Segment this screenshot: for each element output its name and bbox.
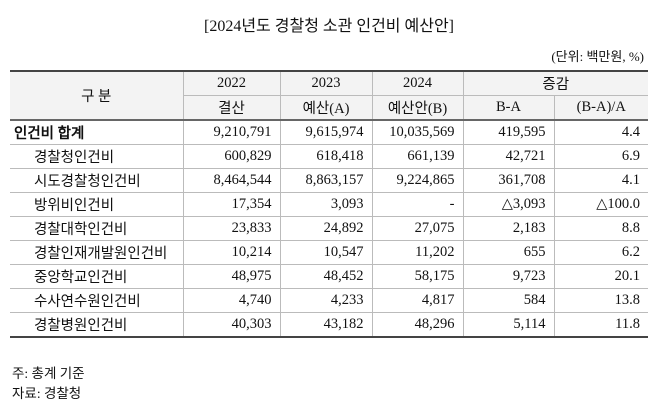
header-sub: 예산(A) bbox=[279, 95, 373, 121]
cell: 419,595 bbox=[462, 119, 555, 145]
table-row: 방위비인건비 17,354 3,093- △3,093 △100.0 bbox=[10, 192, 648, 217]
cell: △3,093 bbox=[462, 192, 555, 217]
row-label: 수사연수원인건비 bbox=[10, 288, 184, 313]
row-label: 방위비인건비 bbox=[10, 192, 184, 217]
header-label: 구 분 bbox=[10, 70, 184, 121]
cell: 27,075 bbox=[371, 216, 464, 241]
cell: 6.2 bbox=[553, 240, 648, 265]
cell: 4.4 bbox=[553, 119, 648, 145]
cell: 4,233 bbox=[279, 288, 373, 313]
cell: 23,833 bbox=[182, 216, 281, 241]
cell: 618,418 bbox=[279, 144, 373, 169]
note: 주: 총계 기준 bbox=[12, 366, 85, 381]
cell: 661,139 bbox=[371, 144, 464, 169]
cell: 9,723 bbox=[462, 264, 555, 289]
cell: △100.0 bbox=[553, 192, 648, 217]
cell: 42,721 bbox=[462, 144, 555, 169]
header-year: 2024 bbox=[371, 70, 464, 96]
table-row: 경찰대학인건비 23,833 24,892 27,075 2,183 8.8 bbox=[10, 216, 648, 241]
table-row: 경찰인재개발원인건비 10,214 10,547 11,202 655 6.2 bbox=[10, 240, 648, 265]
cell: 9,210,791 bbox=[182, 119, 281, 145]
table-row: 인건비 합계 9,210,791 9,615,974 10,035,569 419,59… bbox=[10, 119, 648, 145]
cell: 9,615,974 bbox=[279, 119, 373, 145]
cell: - bbox=[371, 192, 464, 217]
cell: 600,829 bbox=[182, 144, 281, 169]
row-label: 인건비 합계 bbox=[10, 119, 184, 145]
cell: 9,224,865 bbox=[371, 168, 464, 193]
cell: 8.8 bbox=[553, 216, 648, 241]
cell: 48,452 bbox=[279, 264, 373, 289]
cell: 17,354 bbox=[182, 192, 281, 217]
header-sub: B-A bbox=[462, 95, 555, 121]
cell: 24,892 bbox=[279, 216, 373, 241]
cell: 10,547 bbox=[279, 240, 373, 265]
header-change: 증감 bbox=[462, 70, 648, 96]
cell: 4,817 bbox=[371, 288, 464, 313]
table-row: 수사연수원인건비 4,740 4,233 4,817 584 13.8 bbox=[10, 288, 648, 313]
cell: 48,975 bbox=[182, 264, 281, 289]
row-label: 경찰인재개발원인건비 bbox=[10, 240, 184, 265]
table-row: 경찰청인건비 600,829 618,418 661,139 42,721 6.9 bbox=[10, 144, 648, 169]
cell: 43,182 bbox=[279, 312, 373, 338]
cell: 5,114 bbox=[462, 312, 555, 338]
row-label: 시도경찰청인건비 bbox=[10, 168, 184, 193]
header-sub: 결산 bbox=[183, 95, 281, 121]
cell: 6.9 bbox=[553, 144, 648, 169]
unit: (단위: 백만원, %) bbox=[551, 49, 644, 64]
row-label: 중앙학교인건비 bbox=[10, 264, 184, 289]
title: [2024년도 경찰청 소관 인건비 예산안] bbox=[203, 18, 455, 35]
cell: 13.8 bbox=[553, 288, 648, 313]
header-year: 2023 bbox=[279, 70, 373, 96]
cell: 11.8 bbox=[553, 312, 648, 338]
cell: 4,740 bbox=[182, 288, 281, 313]
row-label: 경찰청인건비 bbox=[10, 144, 184, 169]
cell: 361,708 bbox=[462, 168, 555, 193]
row-label: 경찰대학인건비 bbox=[10, 216, 184, 241]
cell: 40,303 bbox=[182, 312, 281, 338]
cell: 10,214 bbox=[182, 240, 281, 265]
cell: 4.1 bbox=[553, 168, 648, 193]
cell: 2,183 bbox=[462, 216, 555, 241]
row-label: 경찰병원인건비 bbox=[10, 312, 184, 338]
header-year: 2022 bbox=[182, 70, 281, 96]
note: 자료: 경찰청 bbox=[12, 386, 82, 401]
table-body: 인건비 합계 9,210,791 9,615,974 10,035,569 419,59… bbox=[10, 119, 648, 338]
cell: 58,175 bbox=[371, 264, 464, 289]
cell: 20.1 bbox=[553, 264, 648, 289]
header-sub: (B-A)/A bbox=[553, 95, 648, 121]
header-sub: 예산안(B) bbox=[371, 95, 464, 121]
cell: 584 bbox=[462, 288, 555, 313]
cell: 48,296 bbox=[371, 312, 464, 338]
cell: 8,464,544 bbox=[182, 168, 281, 193]
cell: 8,863,157 bbox=[279, 168, 373, 193]
cell: 10,035,569 bbox=[371, 119, 464, 145]
cell: 3,093 bbox=[279, 192, 373, 217]
cell: 655 bbox=[462, 240, 555, 265]
cell: 11,202 bbox=[371, 240, 464, 265]
table-header: 구 분 2022 2023 2024 증감 결산 예산(A) 예산안(B) B-… bbox=[10, 70, 648, 121]
budget-table: 구 분 2022 2023 2024 증감 결산 예산(A) 예산안(B) B-… bbox=[10, 70, 648, 338]
table-row: 중앙학교인건비 48,975 48,452 58,175 9,723 20.1 bbox=[10, 264, 648, 289]
table-row: 경찰병원인건비 40,303 43,182 48,296 5,114 11.8 bbox=[10, 312, 648, 338]
table-row: 시도경찰청인건비 8,464,544 8,863,157 9,224,865 361,7… bbox=[10, 168, 648, 193]
